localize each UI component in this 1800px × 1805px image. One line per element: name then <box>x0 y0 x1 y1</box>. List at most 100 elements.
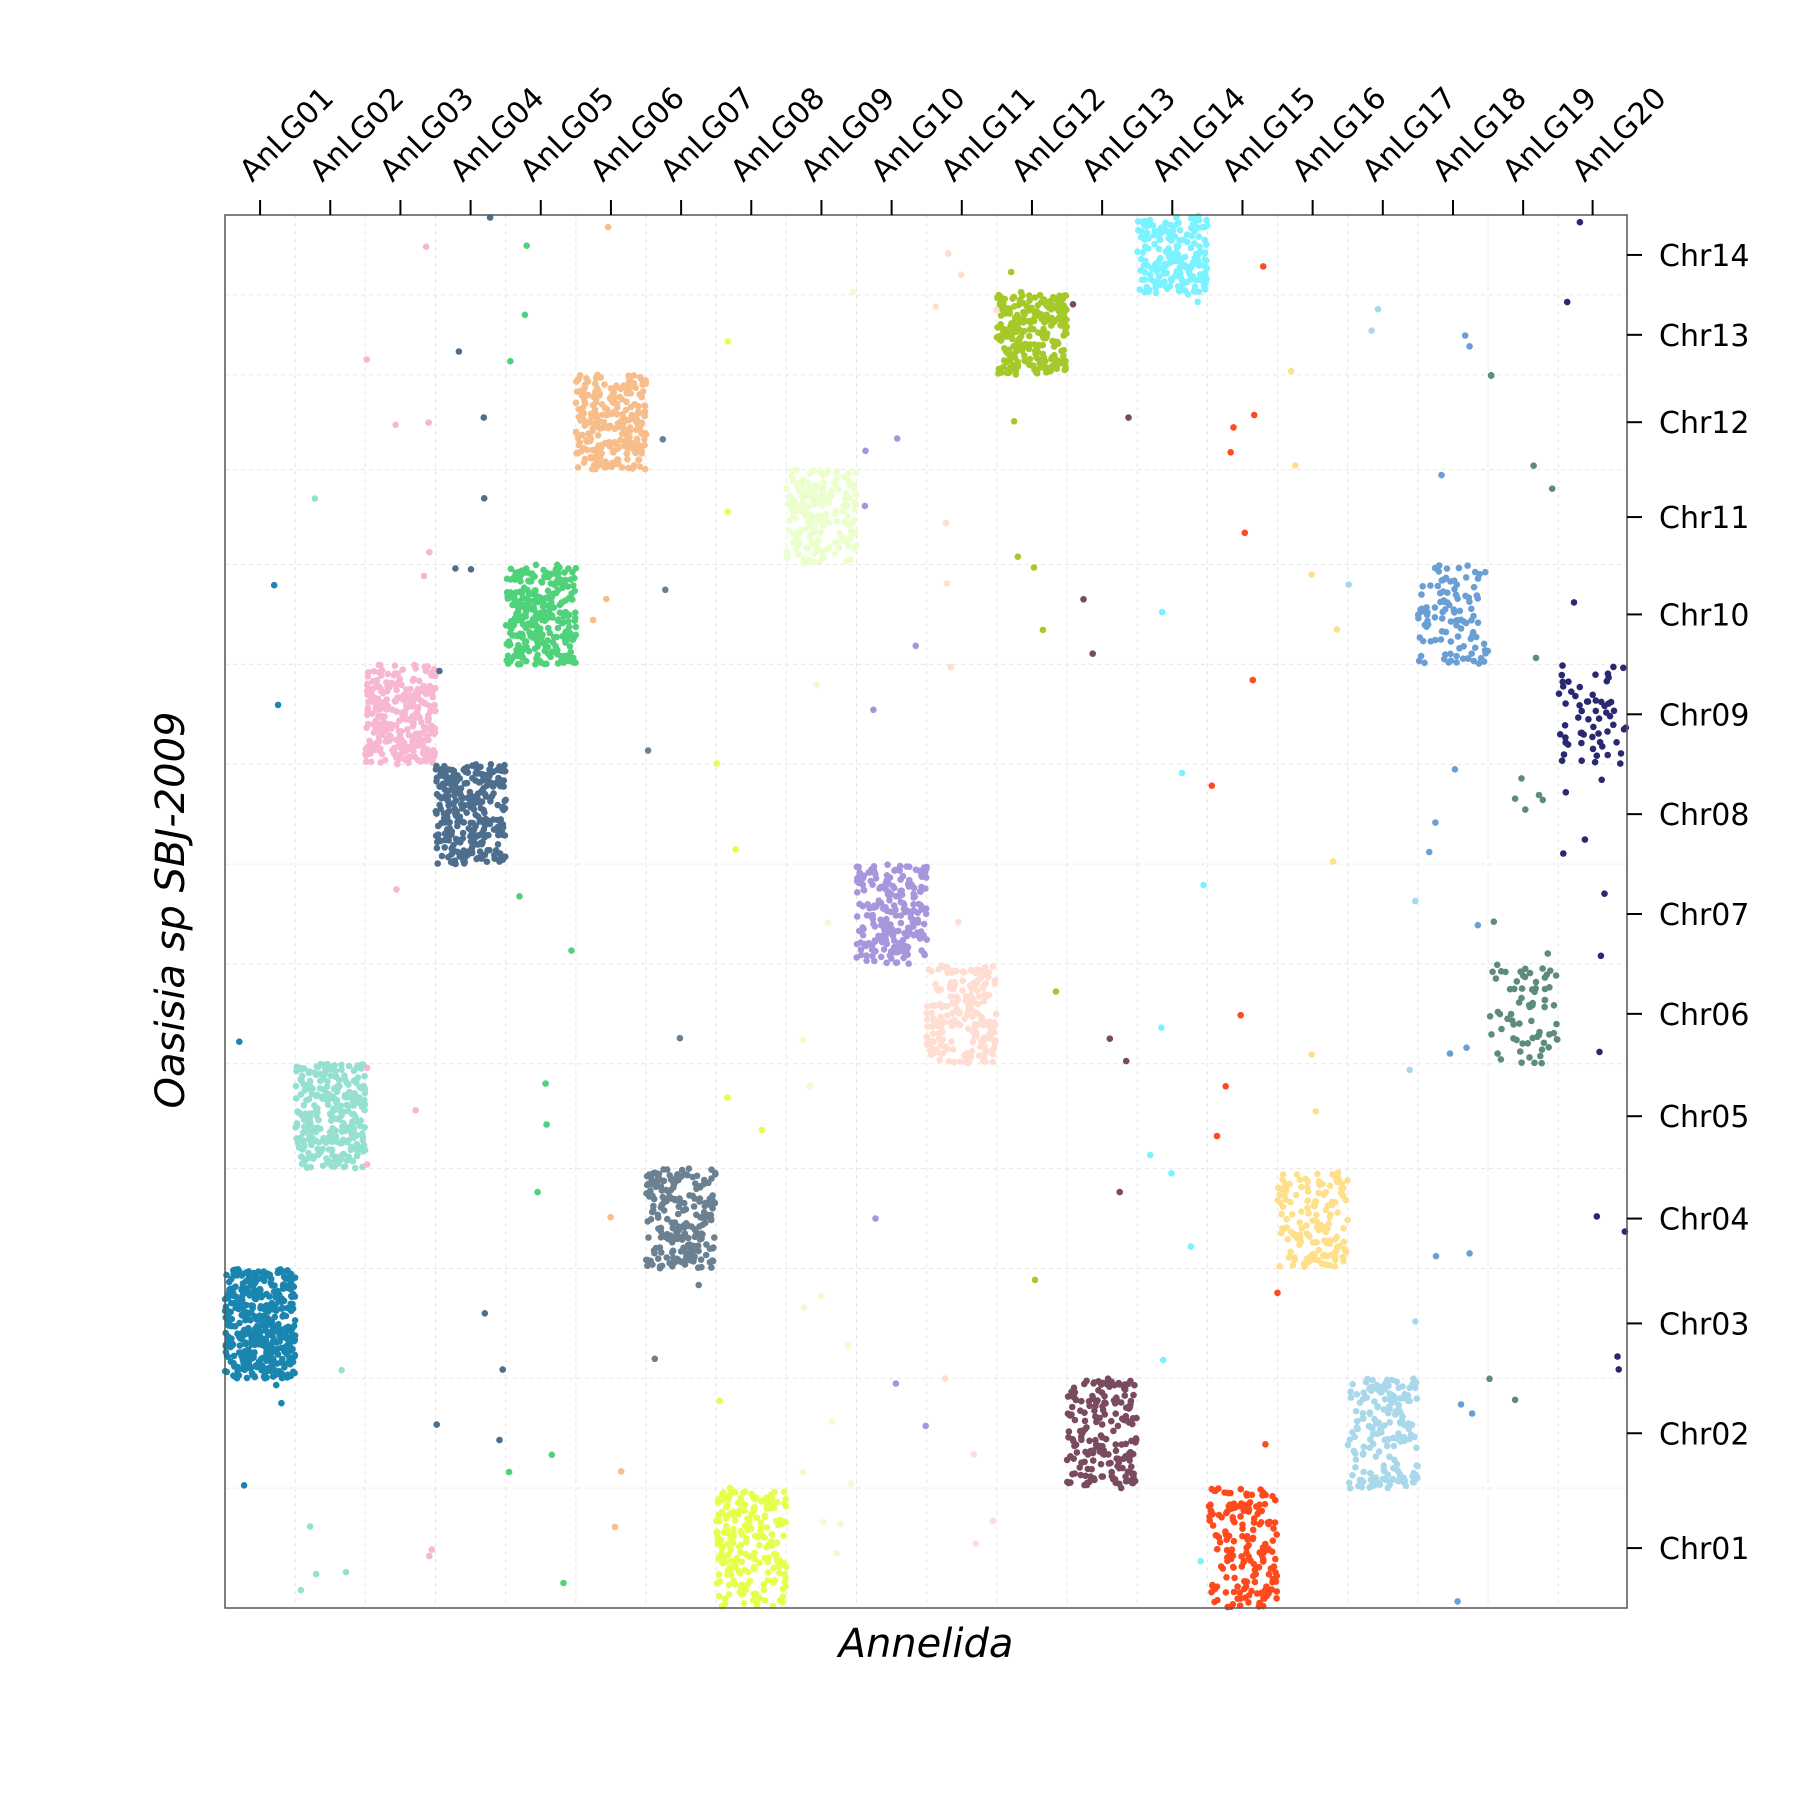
data-point <box>840 535 848 542</box>
data-point <box>819 471 826 479</box>
data-point <box>941 963 949 971</box>
data-point <box>816 557 824 565</box>
data-point <box>1099 1442 1106 1450</box>
data-point <box>222 1348 230 1356</box>
data-point <box>344 1107 352 1115</box>
data-point <box>1259 1558 1267 1565</box>
data-point <box>684 1255 692 1263</box>
data-point <box>1352 1407 1360 1415</box>
data-point <box>301 1142 308 1149</box>
data-point <box>1526 969 1534 977</box>
data-point <box>547 653 554 661</box>
data-point <box>871 938 879 945</box>
data-point <box>851 546 858 553</box>
data-point <box>1237 1011 1244 1019</box>
data-point <box>1009 351 1016 358</box>
data-point <box>1166 283 1174 290</box>
data-point <box>594 450 602 458</box>
data-point <box>1496 1010 1504 1018</box>
data-point <box>1541 974 1549 981</box>
data-point <box>1559 678 1566 686</box>
data-point <box>738 1590 746 1598</box>
data-point <box>1091 1407 1098 1414</box>
data-point <box>1260 1588 1267 1596</box>
data-point <box>350 1110 358 1118</box>
data-point <box>1272 1496 1279 1504</box>
data-point <box>392 421 399 429</box>
data-point <box>713 760 720 767</box>
data-point <box>255 1326 262 1333</box>
data-point <box>1083 1377 1090 1385</box>
data-point <box>431 701 438 709</box>
data-point <box>591 421 598 429</box>
data-point <box>731 1510 739 1517</box>
data-point <box>1287 367 1295 375</box>
data-point <box>709 1257 716 1264</box>
data-point <box>986 1035 993 1042</box>
data-point <box>1560 850 1567 857</box>
data-point <box>663 1166 671 1173</box>
data-point <box>273 1360 281 1367</box>
data-point <box>481 790 489 798</box>
data-point <box>1276 1263 1283 1270</box>
y-tick-label: Chr01 <box>1659 1532 1749 1567</box>
data-point <box>751 1555 758 1563</box>
data-point <box>271 1366 279 1374</box>
data-point <box>1465 655 1472 662</box>
data-point <box>685 1165 693 1172</box>
data-point <box>922 1422 929 1430</box>
data-point <box>702 1251 710 1259</box>
data-point <box>1222 1083 1229 1090</box>
data-point <box>293 1067 300 1075</box>
data-point <box>363 1161 371 1168</box>
data-point <box>370 668 378 675</box>
data-point <box>521 604 529 611</box>
data-point <box>957 271 965 279</box>
data-point <box>733 1554 741 1562</box>
block-AnLG15-Chr01 <box>1205 1485 1281 1611</box>
data-point <box>799 1469 807 1476</box>
data-point <box>1406 1066 1413 1074</box>
data-point <box>756 1541 763 1549</box>
data-point <box>262 1323 269 1331</box>
data-point <box>1537 1052 1544 1060</box>
data-point <box>996 293 1004 300</box>
data-point <box>516 893 523 900</box>
data-point <box>496 858 503 865</box>
data-point <box>1138 228 1145 235</box>
data-point <box>910 901 917 908</box>
data-point <box>1538 1046 1546 1053</box>
data-point <box>1014 553 1022 560</box>
data-point <box>1535 791 1543 799</box>
data-point <box>1224 1603 1231 1611</box>
data-point <box>1563 298 1571 306</box>
data-point <box>257 1286 264 1294</box>
data-point <box>1305 1210 1312 1217</box>
data-point <box>503 575 511 583</box>
data-point <box>1395 1477 1402 1485</box>
data-point <box>539 631 546 638</box>
data-point <box>824 919 832 926</box>
data-point <box>314 1151 322 1159</box>
data-point <box>844 521 851 528</box>
data-point <box>1333 626 1341 633</box>
data-point <box>1615 1366 1622 1373</box>
data-point <box>1257 1486 1264 1493</box>
data-point <box>467 819 475 827</box>
data-point <box>1576 683 1584 691</box>
data-point <box>1071 1389 1079 1396</box>
data-point <box>852 491 860 498</box>
data-point <box>422 243 430 250</box>
data-point <box>999 364 1007 371</box>
data-point <box>361 1106 368 1114</box>
data-point <box>974 1000 982 1008</box>
data-point <box>290 1322 298 1330</box>
data-point <box>1352 1450 1359 1457</box>
data-point <box>332 1067 339 1075</box>
data-point <box>486 772 493 780</box>
data-point <box>1471 568 1479 576</box>
data-point <box>905 960 912 967</box>
data-point <box>567 576 574 583</box>
data-point <box>1336 1242 1343 1250</box>
data-point <box>341 1072 348 1079</box>
